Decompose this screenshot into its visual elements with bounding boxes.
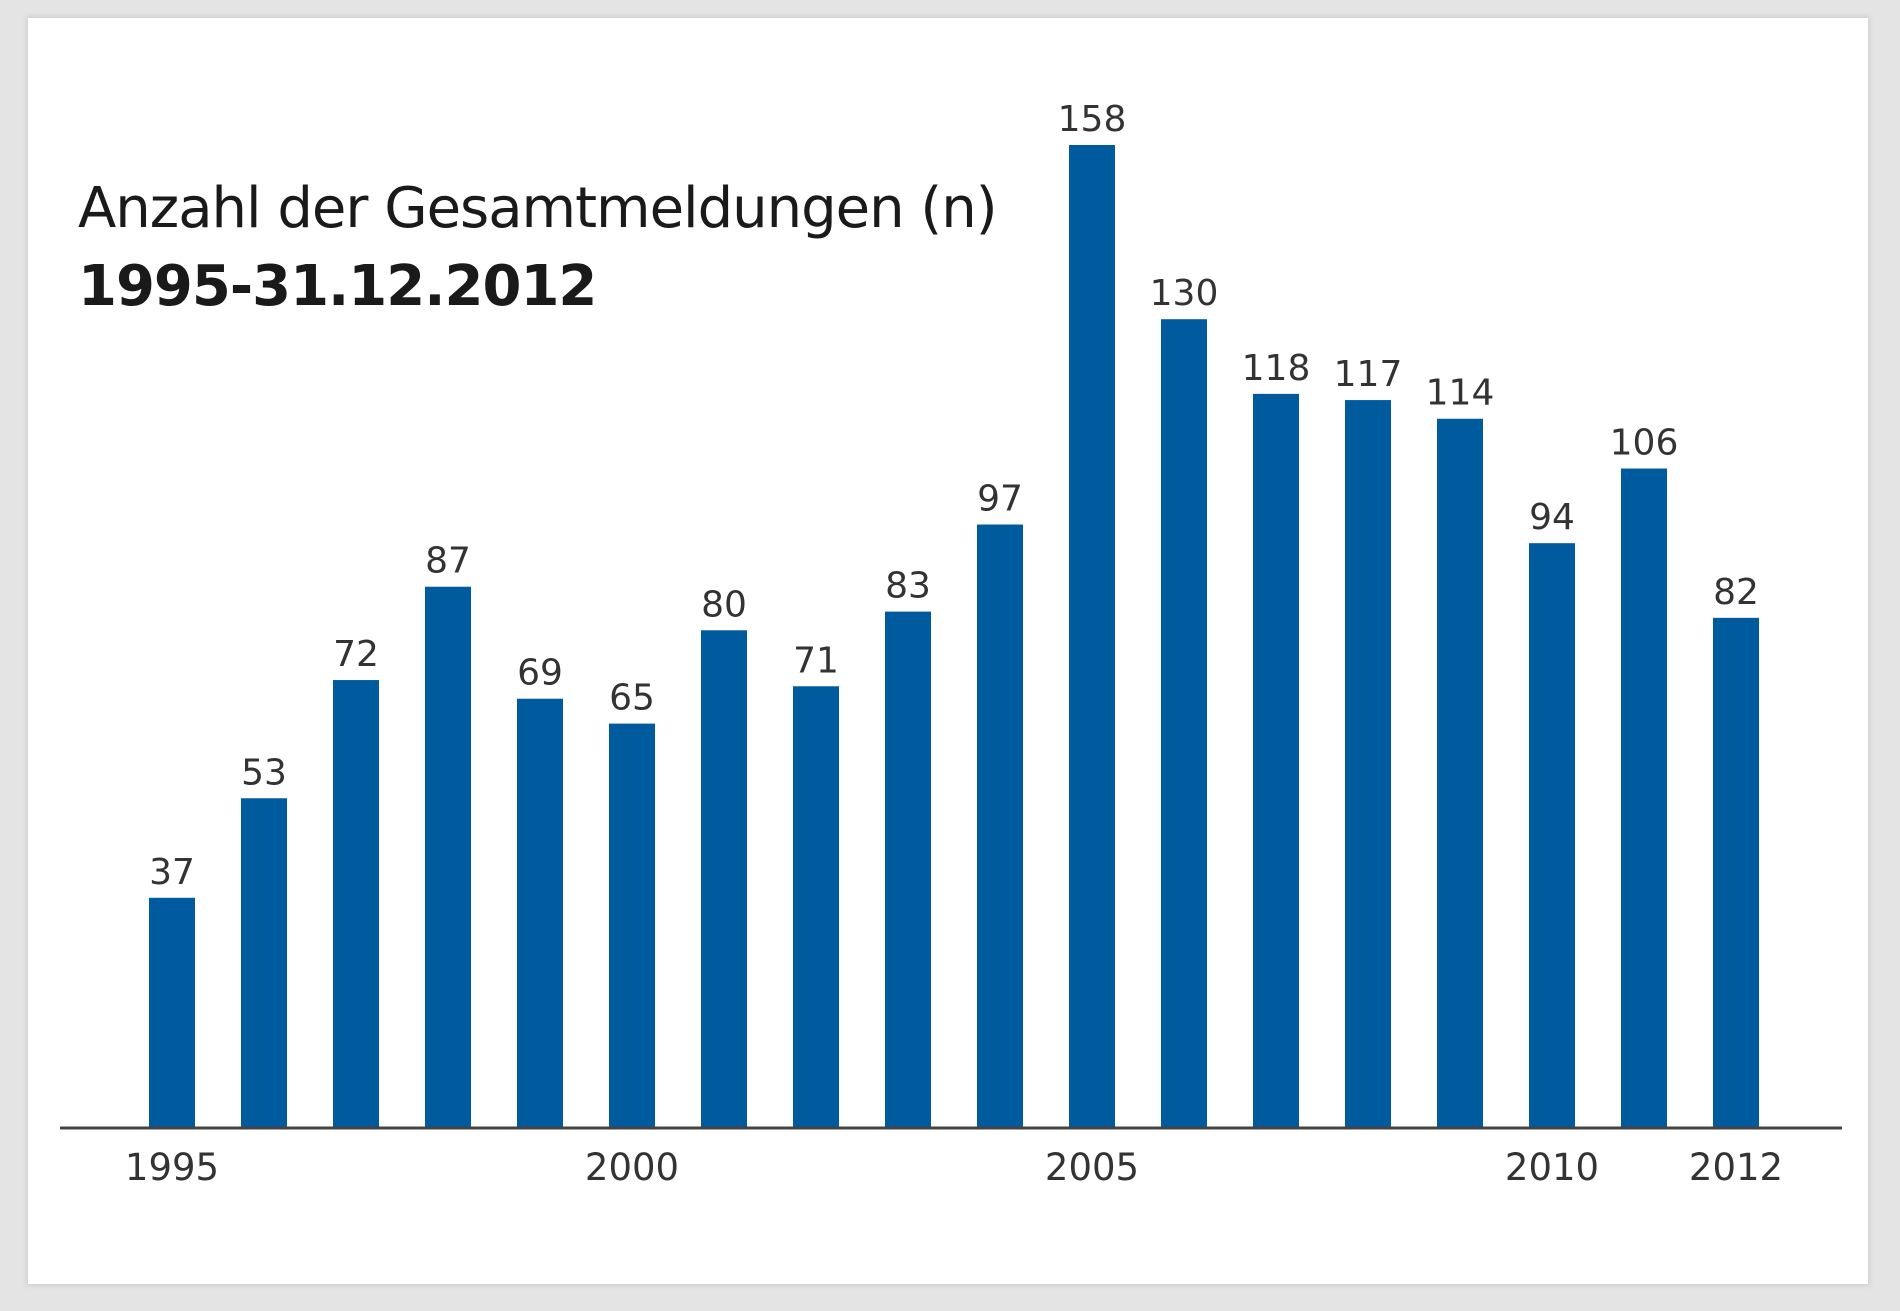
value-label-2006: 130 bbox=[1150, 273, 1219, 314]
value-label-2002: 71 bbox=[793, 640, 839, 681]
value-label-2001: 80 bbox=[701, 584, 747, 625]
x-tick-labels-group: 1995 2000 2005 2010 2012 bbox=[125, 1146, 1783, 1189]
bars-group bbox=[149, 145, 1759, 1129]
value-label-2012: 82 bbox=[1713, 572, 1759, 613]
bar-2009 bbox=[1437, 418, 1483, 1128]
bar-1996 bbox=[241, 798, 287, 1128]
value-label-2007: 118 bbox=[1242, 348, 1311, 389]
x-tick-label-2005: 2005 bbox=[1045, 1146, 1139, 1189]
value-label-1996: 53 bbox=[241, 752, 287, 793]
value-label-2004: 97 bbox=[977, 479, 1023, 520]
chart-subtitle: 1995-31.12.2012 bbox=[78, 254, 597, 319]
x-tick-label-2010: 2010 bbox=[1505, 1146, 1599, 1189]
bar-2010 bbox=[1529, 543, 1575, 1128]
value-label-2003: 83 bbox=[885, 566, 931, 607]
bar-2000 bbox=[609, 723, 655, 1128]
x-tick-label-1995: 1995 bbox=[125, 1146, 219, 1189]
bar-2011 bbox=[1621, 468, 1667, 1128]
x-tick-label-2000: 2000 bbox=[585, 1146, 679, 1189]
bar-2002 bbox=[793, 686, 839, 1128]
x-tick-label-2012: 2012 bbox=[1689, 1146, 1783, 1189]
bar-2003 bbox=[885, 611, 931, 1128]
bar-2008 bbox=[1345, 400, 1391, 1128]
value-label-2009: 114 bbox=[1426, 373, 1495, 414]
value-label-2010: 94 bbox=[1529, 497, 1575, 538]
value-label-2000: 65 bbox=[609, 678, 655, 719]
value-label-2011: 106 bbox=[1610, 423, 1679, 464]
value-label-1995: 37 bbox=[149, 852, 195, 893]
value-label-2005: 158 bbox=[1058, 99, 1127, 140]
value-label-1998: 87 bbox=[425, 541, 471, 582]
bar-1997 bbox=[333, 680, 379, 1128]
value-label-1999: 69 bbox=[517, 653, 563, 694]
value-label-2008: 117 bbox=[1334, 354, 1403, 395]
chart-title-block: Anzahl der Gesamtmeldungen (n) 1995-31.1… bbox=[78, 170, 998, 326]
bar-1999 bbox=[517, 698, 563, 1128]
bar-2001 bbox=[701, 630, 747, 1128]
bar-2004 bbox=[977, 524, 1023, 1128]
value-labels-group: 37 53 72 87 69 65 80 71 83 97 158 130 118 117 114 94 106… bbox=[149, 99, 1759, 893]
bar-1998 bbox=[425, 586, 471, 1128]
bar-1995 bbox=[149, 897, 195, 1128]
chart-title: Anzahl der Gesamtmeldungen (n) bbox=[78, 176, 998, 241]
bar-2007 bbox=[1253, 393, 1299, 1129]
value-label-1997: 72 bbox=[333, 634, 379, 675]
bar-2005 bbox=[1069, 145, 1115, 1128]
bar-2012 bbox=[1713, 617, 1759, 1128]
bar-2006 bbox=[1161, 319, 1207, 1129]
